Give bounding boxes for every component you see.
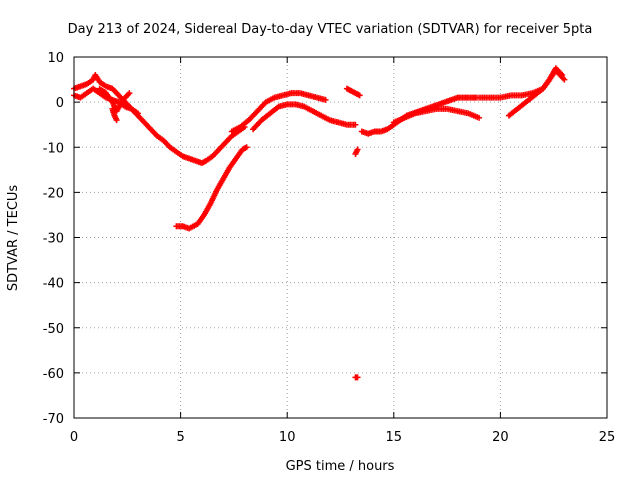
x-axis-label: GPS time / hours (286, 459, 395, 474)
trace-point-track-e (199, 213, 206, 220)
trace-point-track-a (190, 157, 197, 164)
trace-point-track-a (101, 82, 108, 89)
trace-point-track-e (242, 145, 249, 152)
trace-point-track-a (82, 81, 89, 88)
trace-point-track-j (353, 374, 360, 381)
trace-point-track-b (82, 91, 89, 98)
trace-point-track-k (446, 97, 453, 104)
trace-point-track-l (421, 108, 428, 115)
chart-title: Day 213 of 2024, Sidereal Day-to-day VTE… (68, 22, 593, 37)
trace-point-track-h (355, 91, 362, 98)
y-tick-label: -60 (43, 367, 64, 382)
axis-ticks: 0 5 10 15 20 25 -70 -60 -50 -40 -30 -20 -10 0 10 (43, 51, 616, 445)
trace-point-track-k (440, 99, 447, 106)
trace-point-track-e (219, 177, 226, 184)
y-tick-label: 0 (56, 96, 64, 111)
trace-point-track-b (94, 88, 101, 95)
trace-point-track-e (225, 166, 232, 173)
trace-point-track-f (278, 92, 285, 99)
trace-point-track-g (308, 107, 315, 114)
trace-point-track-l (399, 115, 406, 122)
trace-point-track-d (112, 115, 119, 122)
gridlines (74, 57, 607, 418)
y-axis-label: SDTVAR / TECUs (6, 185, 21, 292)
trace-point-track-g (299, 103, 306, 110)
trace-point-track-e (213, 188, 220, 195)
trace-point-track-g (316, 111, 323, 118)
trace-point-track-m (527, 90, 534, 97)
trace-point-track-b (133, 109, 140, 116)
trace-point-track-l (452, 107, 459, 114)
x-tick-label: 15 (386, 430, 403, 445)
trace-point-track-f (320, 96, 327, 103)
trace-point-track-l (463, 110, 470, 117)
trace-point-track-n (545, 78, 552, 85)
trace-point-track-k (382, 126, 389, 133)
trace-point-track-a (75, 83, 82, 90)
trace-point-track-a (184, 154, 191, 161)
x-tick-label: 20 (492, 430, 509, 445)
y-tick-label: 10 (47, 51, 64, 66)
trace-point-track-c (108, 97, 115, 104)
trace-point-track-d (110, 110, 117, 117)
y-tick-label: -70 (43, 412, 64, 427)
trace-point-track-e (231, 157, 238, 164)
trace-point-track-b (126, 105, 133, 112)
y-tick-label: -50 (43, 322, 64, 337)
trace-point-track-g (350, 121, 357, 128)
trace-point-track-l (410, 111, 417, 118)
x-tick-label: 25 (599, 430, 616, 445)
trace-point-track-k (389, 122, 396, 129)
trace-point-track-c (125, 91, 132, 98)
trace-point-track-f (312, 94, 319, 101)
x-tick-label: 5 (176, 430, 184, 445)
trace-point-track-a (178, 152, 185, 159)
x-tick-label: 10 (279, 430, 296, 445)
trace-point-track-g (274, 104, 281, 111)
x-tick-label: 0 (70, 430, 78, 445)
trace-point-track-n (557, 70, 564, 77)
trace-point-track-e (206, 202, 213, 209)
trace-point-track-g (325, 116, 332, 123)
plot-frame (73, 56, 608, 419)
y-tick-label: -40 (43, 277, 64, 292)
trace-point-track-l (474, 114, 481, 121)
trace-point-track-f (269, 95, 276, 102)
y-tick-label: -10 (43, 141, 64, 156)
trace-point-track-f (303, 91, 310, 98)
trace-point-track-a (201, 158, 208, 165)
y-tick-label: -20 (43, 186, 64, 201)
trace-point-track-f (235, 124, 242, 131)
trace-point-track-a (171, 147, 178, 154)
trace-point-track-i (353, 148, 360, 155)
y-tick-label: -30 (43, 232, 64, 247)
trace-point-track-m (560, 75, 567, 82)
data-points (71, 65, 568, 381)
trace-point-track-g (333, 118, 340, 125)
